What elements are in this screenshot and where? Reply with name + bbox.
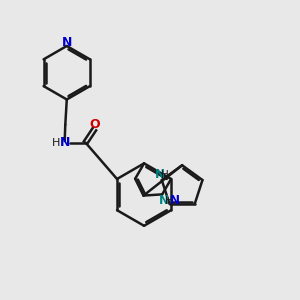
Text: N: N [61,36,72,49]
Text: N: N [59,136,70,149]
Text: N: N [159,194,169,207]
Text: H: H [165,196,172,206]
Text: N: N [154,168,164,181]
Text: O: O [89,118,100,131]
Text: H: H [52,138,61,148]
Text: H: H [161,170,169,180]
Text: N: N [170,194,180,207]
